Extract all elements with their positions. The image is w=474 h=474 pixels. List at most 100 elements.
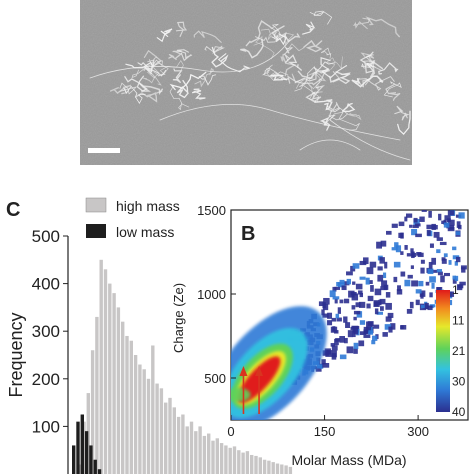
- density-cell: [441, 181, 448, 187]
- bar-high-mass: [284, 465, 288, 474]
- density-cell: [433, 231, 440, 238]
- density-cell: [400, 232, 404, 239]
- density-cell: [327, 320, 333, 326]
- density-blob: [231, 387, 251, 402]
- bar-high-mass: [194, 431, 198, 474]
- bar-high-mass: [262, 459, 267, 474]
- colorbar: [436, 290, 450, 412]
- density-cell: [337, 282, 345, 288]
- density-cell: [367, 321, 374, 327]
- density-cell: [319, 363, 323, 369]
- density-cell: [390, 323, 396, 330]
- fiber: [287, 68, 330, 86]
- heatmap-x-label: Molar Mass (MDa): [291, 452, 406, 468]
- density-cell: [346, 346, 354, 354]
- density-cell: [452, 183, 457, 189]
- density-cell: [452, 187, 458, 190]
- y-tick-label: 100: [32, 417, 60, 436]
- bar-high-mass: [176, 416, 181, 474]
- density-cell: [339, 279, 345, 285]
- density-cell: [371, 340, 376, 345]
- histogram-bars-low-mass: [72, 414, 102, 474]
- bar-low-mass: [80, 414, 84, 474]
- density-cell: [363, 257, 369, 265]
- density-cell: [433, 190, 436, 194]
- fiber: [307, 71, 327, 91]
- density-cell: [385, 302, 392, 310]
- fiber: [284, 32, 305, 52]
- density-cell: [419, 216, 425, 222]
- density-cell: [433, 203, 436, 208]
- density-cell: [436, 249, 441, 254]
- density-cell: [367, 295, 374, 302]
- bar-high-mass: [198, 426, 202, 474]
- heatmap-density: [231, 177, 467, 420]
- fiber: [283, 46, 293, 61]
- bar-low-mass: [97, 469, 102, 474]
- density-cell: [358, 340, 365, 347]
- bar-high-mass: [103, 269, 108, 474]
- density-cell: [460, 188, 466, 194]
- density-cell: [397, 285, 401, 292]
- fiber: [297, 67, 330, 79]
- density-cell: [370, 285, 374, 292]
- fiber: [143, 71, 162, 86]
- fiber: [271, 23, 281, 40]
- density-cell: [351, 325, 359, 329]
- density-cell: [439, 241, 447, 246]
- bar-high-mass: [151, 345, 155, 474]
- density-cell: [452, 275, 456, 280]
- bar-high-mass: [280, 464, 284, 474]
- density-cell: [345, 322, 351, 328]
- density-cell: [426, 224, 433, 230]
- fiber: [204, 45, 226, 55]
- density-cell: [420, 259, 425, 264]
- density-cell: [436, 269, 442, 273]
- bar-high-mass: [133, 355, 138, 474]
- fiber: [347, 112, 362, 121]
- density-cell: [330, 343, 335, 347]
- density-cell: [344, 298, 350, 304]
- density-cell: [409, 224, 413, 228]
- density-cell: [443, 190, 446, 197]
- density-cell: [410, 265, 414, 269]
- fiber: [302, 21, 316, 35]
- density-cell: [383, 284, 389, 290]
- fiber-strand: [329, 119, 411, 161]
- density-cell: [457, 177, 461, 183]
- density-cell: [461, 267, 466, 273]
- density-cell: [427, 305, 433, 311]
- density-cell: [359, 292, 364, 298]
- density-cell: [343, 316, 348, 323]
- fiber: [394, 105, 410, 121]
- bar-high-mass: [189, 421, 194, 474]
- density-cell: [322, 313, 329, 318]
- density-cell: [376, 241, 383, 249]
- fiber: [267, 68, 290, 80]
- bar-high-mass: [95, 316, 99, 474]
- fiber: [359, 51, 375, 74]
- fiber: [329, 71, 351, 85]
- heatmap-y-ticks: 500 1000 1500: [197, 203, 236, 386]
- density-cell: [376, 311, 384, 315]
- y-tick-label: 500: [32, 227, 60, 246]
- bar-high-mass: [181, 414, 185, 474]
- fiber: [193, 30, 222, 43]
- density-cell: [420, 292, 424, 299]
- density-cell: [366, 303, 371, 309]
- fiber: [294, 61, 336, 84]
- colorbar-tick-label: 1: [452, 283, 459, 297]
- density-cell: [428, 261, 433, 269]
- density-cell: [366, 267, 374, 275]
- y-tick-label: 400: [32, 275, 60, 294]
- bar-high-mass: [112, 293, 116, 474]
- density-cell: [406, 253, 414, 257]
- density-cell: [379, 298, 386, 305]
- density-cell: [346, 271, 353, 276]
- density-cell: [385, 316, 392, 322]
- bar-high-mass: [142, 369, 146, 474]
- density-cell: [407, 274, 413, 279]
- bar-high-mass: [172, 407, 176, 474]
- fiber: [365, 16, 400, 38]
- fiber: [169, 71, 207, 91]
